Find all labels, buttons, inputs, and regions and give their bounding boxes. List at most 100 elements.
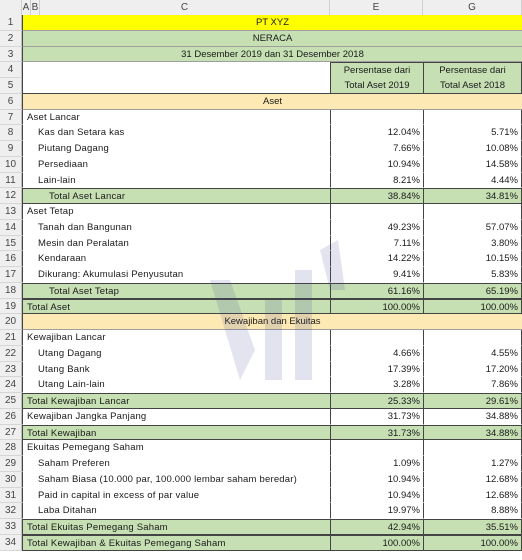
label-cell-row-9[interactable]: Piutang Dagang bbox=[22, 141, 330, 157]
label-cell-row-19[interactable]: Total Aset bbox=[22, 298, 330, 315]
label-cell-row-25[interactable]: Total Kewajiban Lancar bbox=[22, 393, 330, 409]
value-2019-row-33[interactable]: 42.94% bbox=[330, 519, 423, 535]
row-header-4[interactable]: 4 bbox=[0, 62, 22, 78]
label-cell-row-28[interactable]: Ekuitas Pemegang Saham bbox=[22, 440, 330, 456]
label-cell-row-10[interactable]: Persediaan bbox=[22, 156, 330, 173]
row-header-3[interactable]: 3 bbox=[0, 46, 22, 63]
value-2018-row-14[interactable]: 57.07% bbox=[423, 219, 522, 236]
row-header-13[interactable]: 13 bbox=[0, 204, 22, 220]
label-cell-row-16[interactable]: Kendaraan bbox=[22, 251, 330, 267]
row-header-8[interactable]: 8 bbox=[0, 125, 22, 141]
label-cell-row-29[interactable]: Saham Preferen bbox=[22, 456, 330, 472]
label-cell-row-14[interactable]: Tanah dan Bangunan bbox=[22, 219, 330, 236]
row-header-34[interactable]: 34 bbox=[0, 534, 22, 551]
value-2018-row-30[interactable]: 12.68% bbox=[423, 471, 522, 488]
column-title-2019-line1[interactable]: Persentase dari bbox=[330, 62, 423, 78]
value-2018-row-25[interactable]: 29.61% bbox=[423, 393, 522, 409]
value-2018-row-11[interactable]: 4.44% bbox=[423, 172, 522, 189]
row-header-14[interactable]: 14 bbox=[0, 219, 22, 236]
value-2019-row-25[interactable]: 25.33% bbox=[330, 393, 423, 409]
title-banner-row-1[interactable]: PT XYZ bbox=[22, 15, 522, 31]
row-header-30[interactable]: 30 bbox=[0, 471, 22, 488]
value-2019-row-7[interactable] bbox=[330, 109, 423, 126]
value-2019-row-23[interactable]: 17.39% bbox=[330, 361, 423, 378]
value-2018-row-16[interactable]: 10.15% bbox=[423, 251, 522, 267]
label-cell-row-31[interactable]: Paid in capital in excess of par value bbox=[22, 487, 330, 504]
value-2018-row-34[interactable]: 100.00% bbox=[423, 534, 522, 551]
row-header-16[interactable]: 16 bbox=[0, 251, 22, 267]
title-banner-row-2[interactable]: NERACA bbox=[22, 30, 522, 47]
value-2018-row-24[interactable]: 7.86% bbox=[423, 377, 522, 393]
value-2019-row-31[interactable]: 10.94% bbox=[330, 487, 423, 504]
label-cell-row-21[interactable]: Kewajiban Lancar bbox=[22, 330, 330, 346]
value-2018-row-12[interactable]: 34.81% bbox=[423, 188, 522, 204]
value-2018-row-22[interactable]: 4.55% bbox=[423, 345, 522, 362]
row-header-26[interactable]: 26 bbox=[0, 408, 22, 425]
row-header-12[interactable]: 12 bbox=[0, 188, 22, 204]
label-cell-row-26[interactable]: Kewajiban Jangka Panjang bbox=[22, 408, 330, 425]
value-2018-row-19[interactable]: 100.00% bbox=[423, 298, 522, 315]
value-2019-row-30[interactable]: 10.94% bbox=[330, 471, 423, 488]
title-banner-row-3[interactable]: 31 Desember 2019 dan 31 Desember 2018 bbox=[22, 46, 522, 63]
label-cell-row-13[interactable]: Aset Tetap bbox=[22, 204, 330, 220]
value-2019-row-32[interactable]: 19.97% bbox=[330, 503, 423, 519]
label-cell-row-23[interactable]: Utang Bank bbox=[22, 361, 330, 378]
row-header-21[interactable]: 21 bbox=[0, 330, 22, 346]
label-cell-row-12[interactable]: Total Aset Lancar bbox=[22, 188, 330, 204]
section-header-row-6[interactable]: Aset bbox=[22, 93, 522, 110]
value-2018-row-33[interactable]: 35.51% bbox=[423, 519, 522, 535]
row-header-28[interactable]: 28 bbox=[0, 440, 22, 456]
value-2018-row-18[interactable]: 65.19% bbox=[423, 282, 522, 299]
value-2019-row-9[interactable]: 7.66% bbox=[330, 141, 423, 157]
row-header-11[interactable]: 11 bbox=[0, 172, 22, 189]
label-cell-row-22[interactable]: Utang Dagang bbox=[22, 345, 330, 362]
label-cell-row-27[interactable]: Total Kewajiban bbox=[22, 424, 330, 441]
value-2018-row-23[interactable]: 17.20% bbox=[423, 361, 522, 378]
column-title-2019-line2[interactable]: Total Aset 2019 bbox=[330, 78, 423, 94]
value-2018-row-21[interactable] bbox=[423, 330, 522, 346]
value-2018-row-13[interactable] bbox=[423, 204, 522, 220]
row-header-20[interactable]: 20 bbox=[0, 314, 22, 330]
label-cell-row-7[interactable]: Aset Lancar bbox=[22, 109, 330, 126]
value-2019-row-18[interactable]: 61.16% bbox=[330, 282, 423, 299]
value-2019-row-16[interactable]: 14.22% bbox=[330, 251, 423, 267]
column-header-b[interactable]: B bbox=[31, 0, 40, 15]
value-2019-row-17[interactable]: 9.41% bbox=[330, 267, 423, 283]
label-cell-row-24[interactable]: Utang Lain-lain bbox=[22, 377, 330, 393]
row-header-17[interactable]: 17 bbox=[0, 267, 22, 283]
value-2019-row-19[interactable]: 100.00% bbox=[330, 298, 423, 315]
value-2018-row-32[interactable]: 8.88% bbox=[423, 503, 522, 519]
column-header-g[interactable]: G bbox=[423, 0, 522, 15]
column-title-2018-line1[interactable]: Persentase dari bbox=[423, 62, 522, 78]
row-header-25[interactable]: 25 bbox=[0, 393, 22, 409]
value-2019-row-22[interactable]: 4.66% bbox=[330, 345, 423, 362]
value-2018-row-29[interactable]: 1.27% bbox=[423, 456, 522, 472]
value-2019-row-11[interactable]: 8.21% bbox=[330, 172, 423, 189]
value-2018-row-28[interactable] bbox=[423, 440, 522, 456]
row-header-1[interactable]: 1 bbox=[0, 15, 22, 31]
value-2018-row-8[interactable]: 5.71% bbox=[423, 125, 522, 141]
blank-cell-c5[interactable] bbox=[22, 78, 330, 94]
value-2018-row-27[interactable]: 34.88% bbox=[423, 424, 522, 441]
column-header-c[interactable]: C bbox=[40, 0, 330, 15]
value-2019-row-14[interactable]: 49.23% bbox=[330, 219, 423, 236]
value-2018-row-31[interactable]: 12.68% bbox=[423, 487, 522, 504]
row-header-10[interactable]: 10 bbox=[0, 156, 22, 173]
value-2019-row-34[interactable]: 100.00% bbox=[330, 534, 423, 551]
row-header-27[interactable]: 27 bbox=[0, 424, 22, 441]
value-2019-row-29[interactable]: 1.09% bbox=[330, 456, 423, 472]
column-header-e[interactable]: E bbox=[330, 0, 423, 15]
value-2018-row-7[interactable] bbox=[423, 109, 522, 126]
row-header-22[interactable]: 22 bbox=[0, 345, 22, 362]
row-header-23[interactable]: 23 bbox=[0, 361, 22, 378]
blank-cell-c4[interactable] bbox=[22, 62, 330, 78]
value-2019-row-15[interactable]: 7.11% bbox=[330, 235, 423, 252]
label-cell-row-8[interactable]: Kas dan Setara kas bbox=[22, 125, 330, 141]
value-2018-row-17[interactable]: 5.83% bbox=[423, 267, 522, 283]
label-cell-row-33[interactable]: Total Ekuitas Pemegang Saham bbox=[22, 519, 330, 535]
value-2019-row-10[interactable]: 10.94% bbox=[330, 156, 423, 173]
row-header-9[interactable]: 9 bbox=[0, 141, 22, 157]
row-header-15[interactable]: 15 bbox=[0, 235, 22, 252]
row-header-19[interactable]: 19 bbox=[0, 298, 22, 315]
label-cell-row-15[interactable]: Mesin dan Peralatan bbox=[22, 235, 330, 252]
